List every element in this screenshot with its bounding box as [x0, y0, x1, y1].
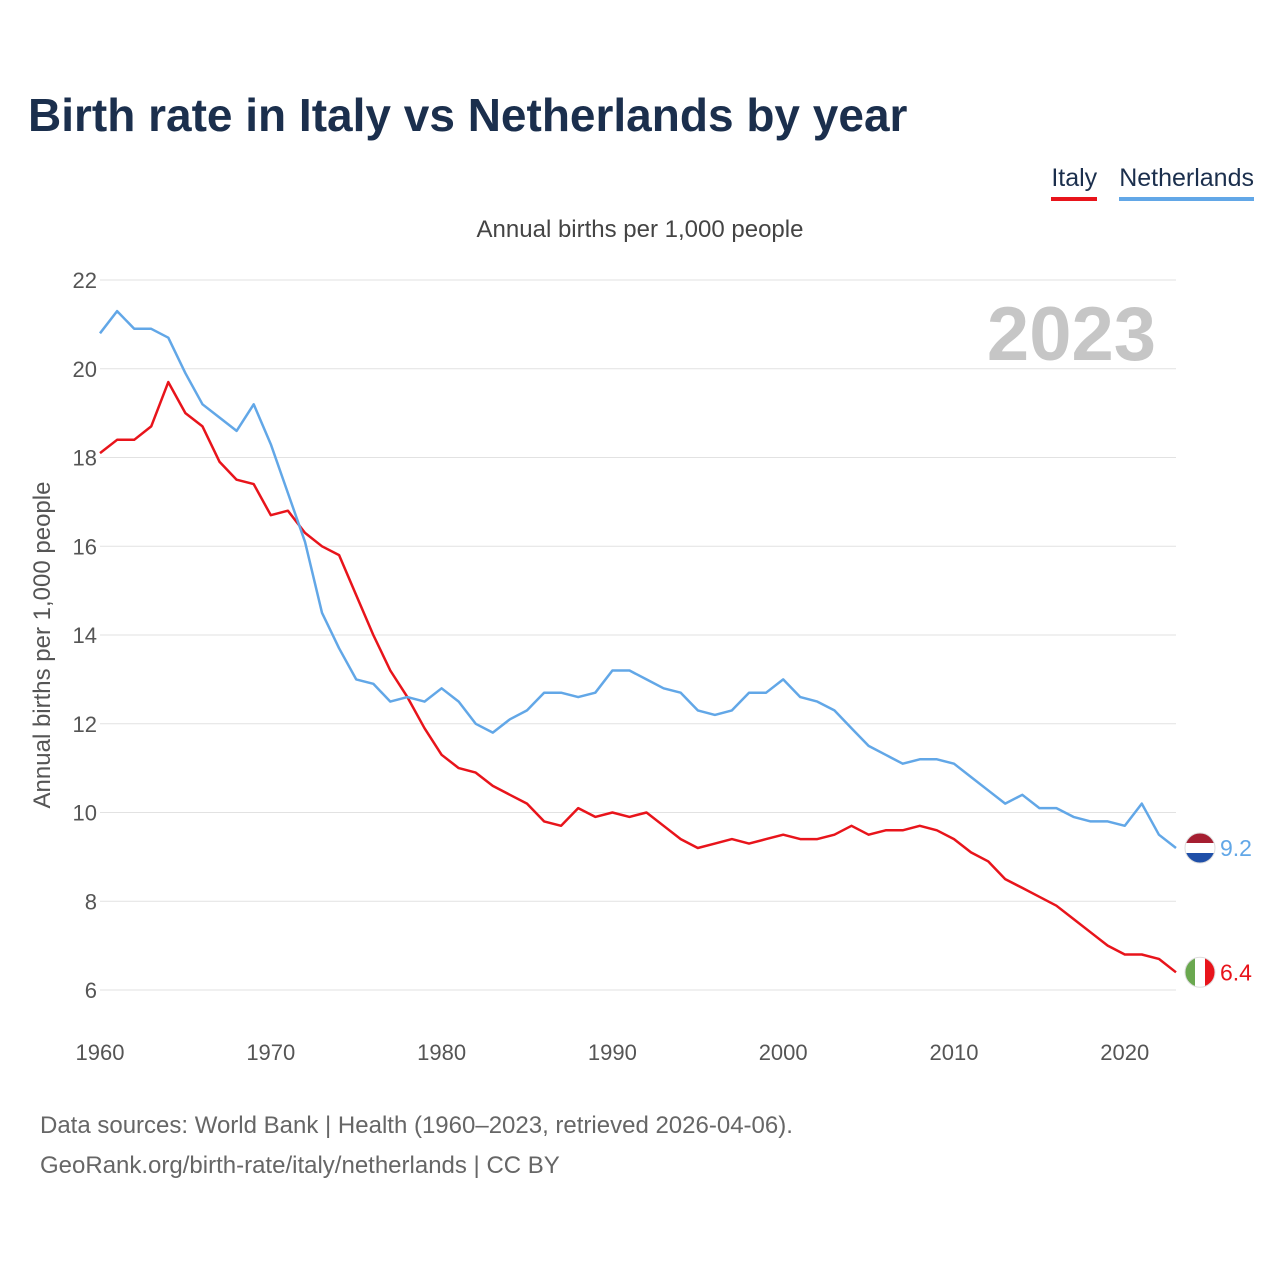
x-tick-label: 2010 — [929, 1040, 978, 1065]
chart-title: Birth rate in Italy vs Netherlands by ye… — [28, 89, 908, 141]
y-axis-label: Annual births per 1,000 people — [29, 482, 56, 809]
y-tick-label: 8 — [85, 889, 97, 914]
y-tick-label: 20 — [73, 357, 97, 382]
x-tick-label: 1960 — [76, 1040, 125, 1065]
y-tick-label: 22 — [73, 268, 97, 293]
italy-flag-icon — [1185, 957, 1215, 988]
source-line-2[interactable]: GeoRank.org/birth-rate/italy/netherlands… — [40, 1152, 560, 1179]
series-line-italy — [99, 380, 1177, 974]
flag-outline — [1184, 956, 1216, 988]
y-tick-label: 6 — [85, 978, 97, 1003]
x-tick-label: 1990 — [588, 1040, 637, 1065]
y-tick-label: 10 — [73, 801, 97, 826]
series-line-netherlands — [99, 309, 1177, 849]
end-value-label-italy: 6.4 — [1220, 959, 1252, 985]
y-tick-label: 18 — [73, 446, 97, 471]
netherlands-flag-icon — [1185, 833, 1215, 863]
chart-subtitle: Annual births per 1,000 people — [476, 216, 804, 243]
source-note: Data sources: World Bank | Health (1960–… — [40, 1106, 793, 1186]
x-tick-label: 2020 — [1100, 1040, 1149, 1065]
flag-outline — [1184, 832, 1216, 864]
y-tick-label: 14 — [73, 623, 97, 648]
y-tick-label: 16 — [73, 534, 97, 559]
legend-item-italy[interactable]: Italy — [1051, 164, 1098, 201]
legend-item-netherlands[interactable]: Netherlands — [1119, 164, 1254, 201]
year-watermark: 2023 — [987, 292, 1156, 377]
end-value-label-netherlands: 9.2 — [1220, 835, 1252, 861]
y-tick-label: 12 — [73, 712, 97, 737]
legend: Italy Netherlands — [1051, 164, 1254, 201]
x-tick-label: 1970 — [246, 1040, 295, 1065]
x-tick-label: 1980 — [417, 1040, 466, 1065]
source-line-1: Data sources: World Bank | Health (1960–… — [40, 1112, 793, 1139]
line-chart: 6 8 10 12 14 16 18 20 22 1960 1970 1980 1990 2000 2010… — [29, 268, 1252, 1065]
x-tick-label: 2000 — [759, 1040, 808, 1065]
